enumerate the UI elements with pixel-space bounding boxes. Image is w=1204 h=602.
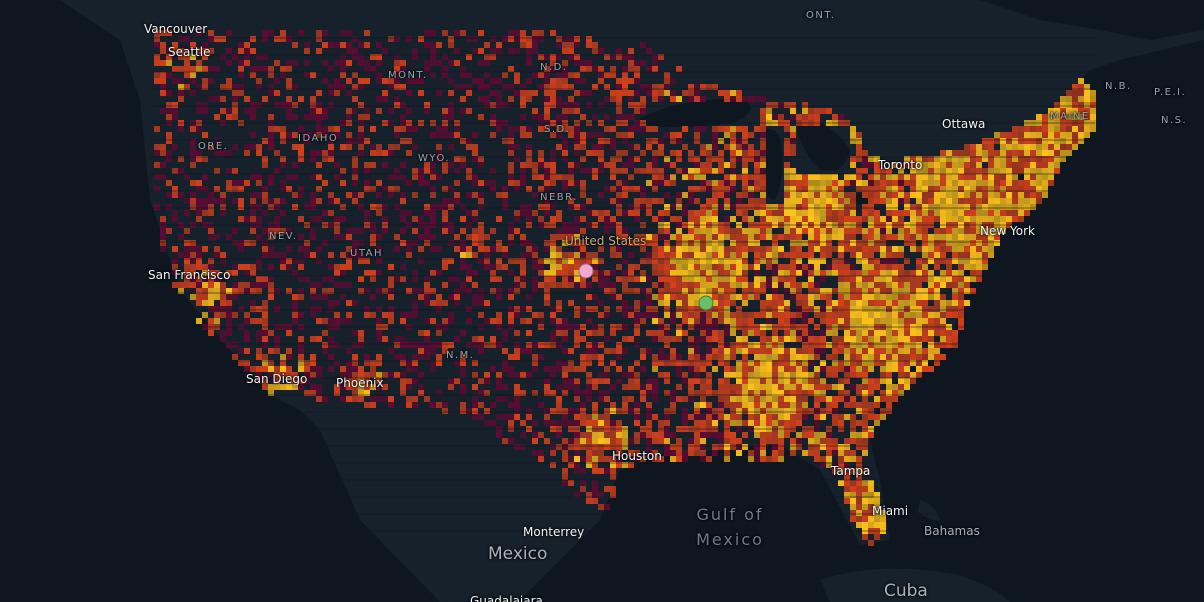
canada-water bbox=[980, 0, 1204, 40]
lake-michigan bbox=[763, 129, 783, 200]
lake-huron bbox=[795, 119, 850, 171]
heatmap-scanlines bbox=[150, 37, 1095, 532]
land-bahamas bbox=[918, 500, 940, 521]
heatmap-layer bbox=[154, 30, 1096, 546]
land-cuba bbox=[820, 568, 1010, 602]
pink-marker[interactable] bbox=[578, 263, 594, 279]
green-marker[interactable] bbox=[698, 295, 714, 311]
